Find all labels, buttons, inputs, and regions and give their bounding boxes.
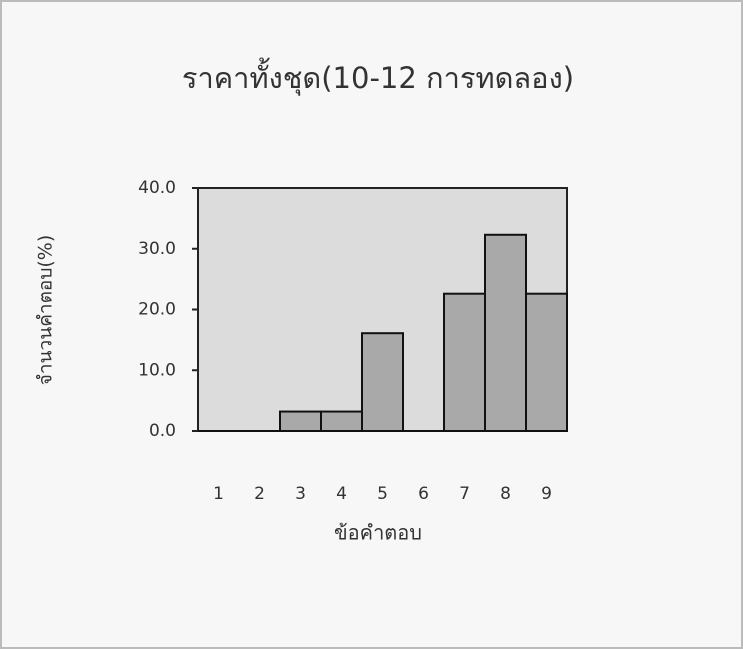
bar (320, 410, 363, 432)
x-tick-label: 4 (336, 484, 347, 504)
y-tick-label: 40.0 (138, 178, 176, 198)
bar (443, 292, 486, 432)
x-tick-label: 8 (500, 484, 511, 504)
y-axis-label: จำนวนคำตอบ(%) (35, 235, 57, 386)
x-tick-label: 1 (213, 484, 224, 504)
x-tick-label: 3 (295, 484, 306, 504)
x-tick-label: 5 (377, 484, 388, 504)
y-tick-label: 30.0 (138, 239, 176, 259)
x-tick-label: 6 (418, 484, 429, 504)
x-tick-label: 7 (459, 484, 470, 504)
bar (279, 410, 322, 432)
x-tick-label: 9 (541, 484, 552, 504)
bar (525, 292, 568, 432)
bar (484, 233, 527, 432)
y-tick-label: 0.0 (149, 421, 176, 441)
y-tick-label: 10.0 (138, 360, 176, 380)
x-axis-label: ข้อคำตอบ (334, 521, 422, 545)
bar (361, 332, 404, 433)
x-tick-label: 2 (254, 484, 265, 504)
y-tick-label: 20.0 (138, 300, 176, 320)
chart-title: ราคาทั้งชุด(10-12 การทดลอง) (182, 57, 574, 96)
